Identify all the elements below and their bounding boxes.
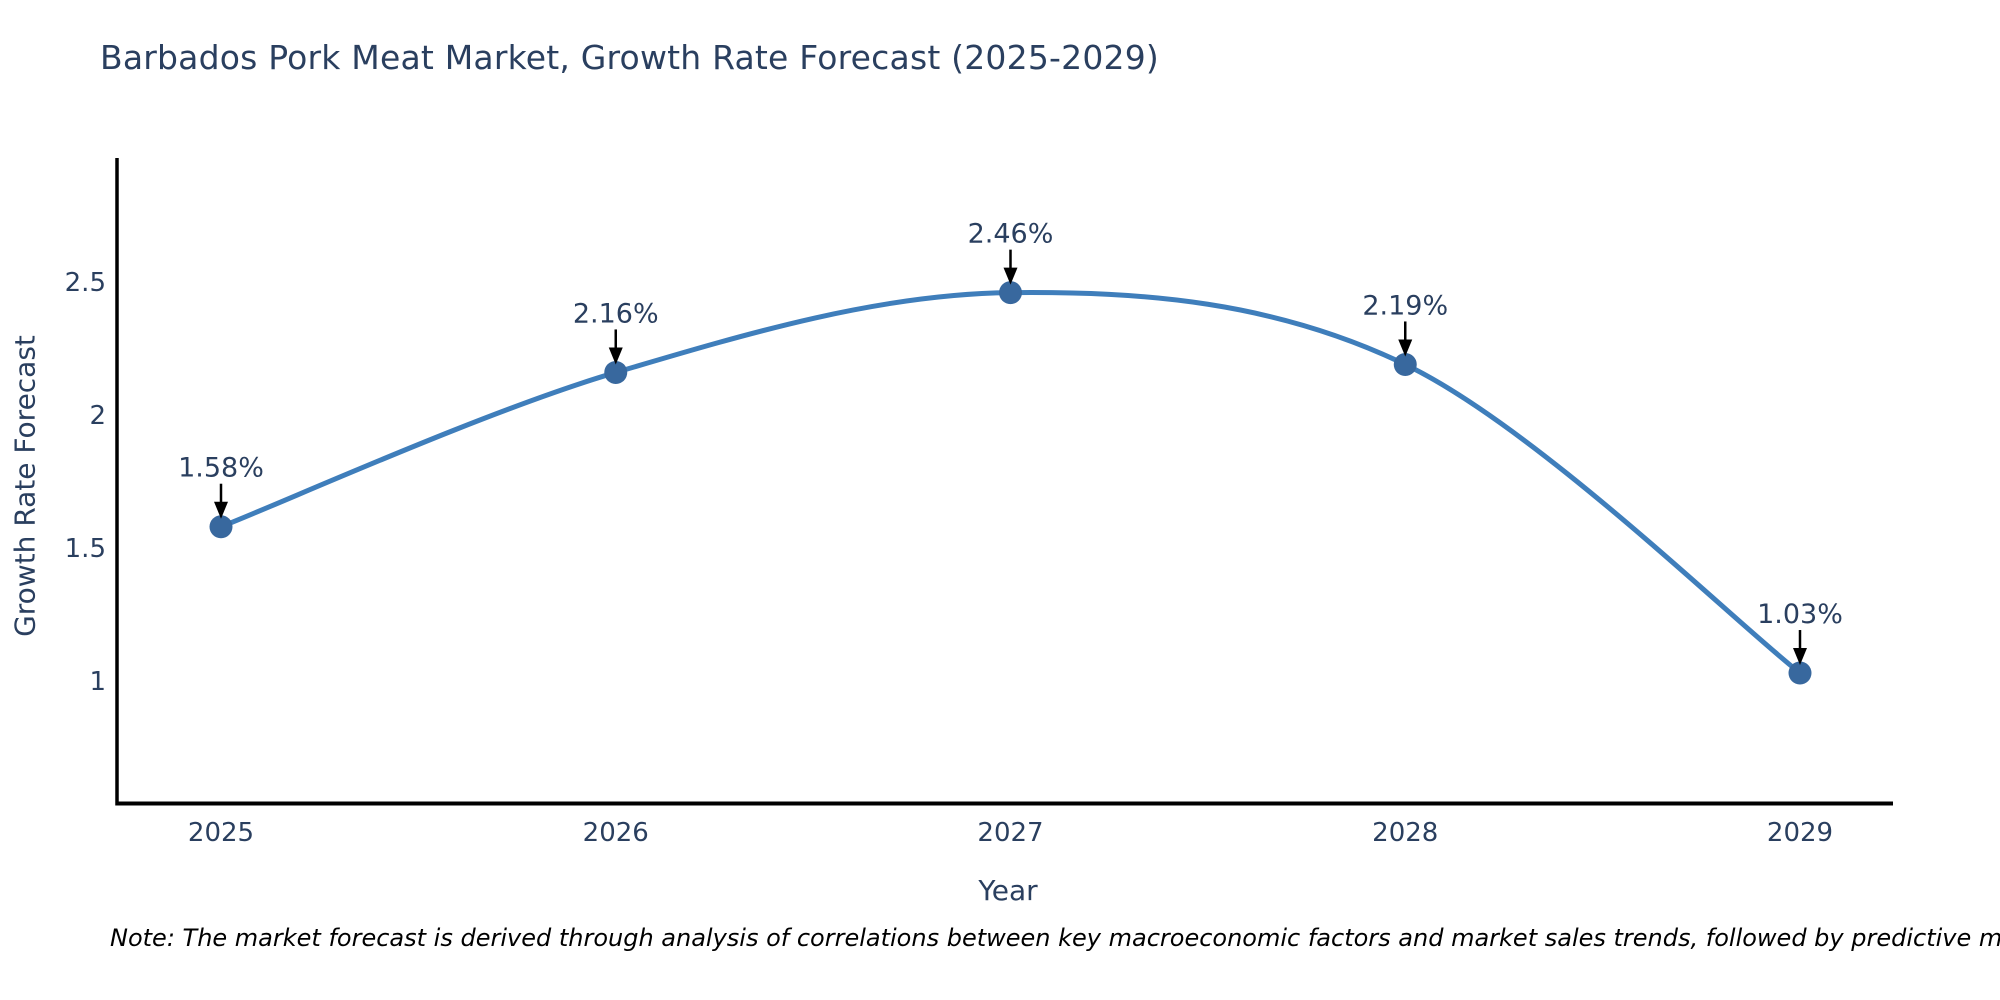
chart-title: Barbados Pork Meat Market, Growth Rate F… xyxy=(100,38,1159,77)
y-tick-label: 1 xyxy=(89,667,106,697)
annotation-arrow-head xyxy=(214,501,228,519)
x-tick-label: 2028 xyxy=(1372,818,1438,848)
x-tick-label: 2027 xyxy=(977,818,1043,848)
data-point-label: 1.58% xyxy=(178,453,264,484)
y-tick-label: 2 xyxy=(89,401,106,431)
x-axis-title: Year xyxy=(978,874,1038,907)
data-point-label: 1.03% xyxy=(1757,599,1843,630)
data-point-label: 2.16% xyxy=(573,298,659,329)
x-tick-label: 2025 xyxy=(188,818,254,848)
y-tick-label: 1.5 xyxy=(65,534,106,564)
series-line xyxy=(218,290,1803,676)
data-point-marker xyxy=(1788,661,1812,685)
data-point-marker xyxy=(999,281,1022,305)
annotation-arrow-head xyxy=(1003,267,1018,285)
annotation-arrow-head xyxy=(1793,648,1807,666)
x-tick-label: 2026 xyxy=(583,818,649,848)
annotation-arrow-head xyxy=(1398,339,1413,357)
data-point-marker xyxy=(1393,352,1417,376)
annotation-arrow-head xyxy=(608,347,623,365)
data-point-marker xyxy=(209,515,233,539)
x-tick-label: 2029 xyxy=(1767,818,1833,848)
data-point-label: 2.46% xyxy=(968,219,1054,250)
y-tick-label: 2.5 xyxy=(65,268,106,298)
data-point-marker xyxy=(604,360,628,384)
footnote: Note: The market forecast is derived thr… xyxy=(110,924,2000,952)
data-point-label: 2.19% xyxy=(1362,290,1448,321)
